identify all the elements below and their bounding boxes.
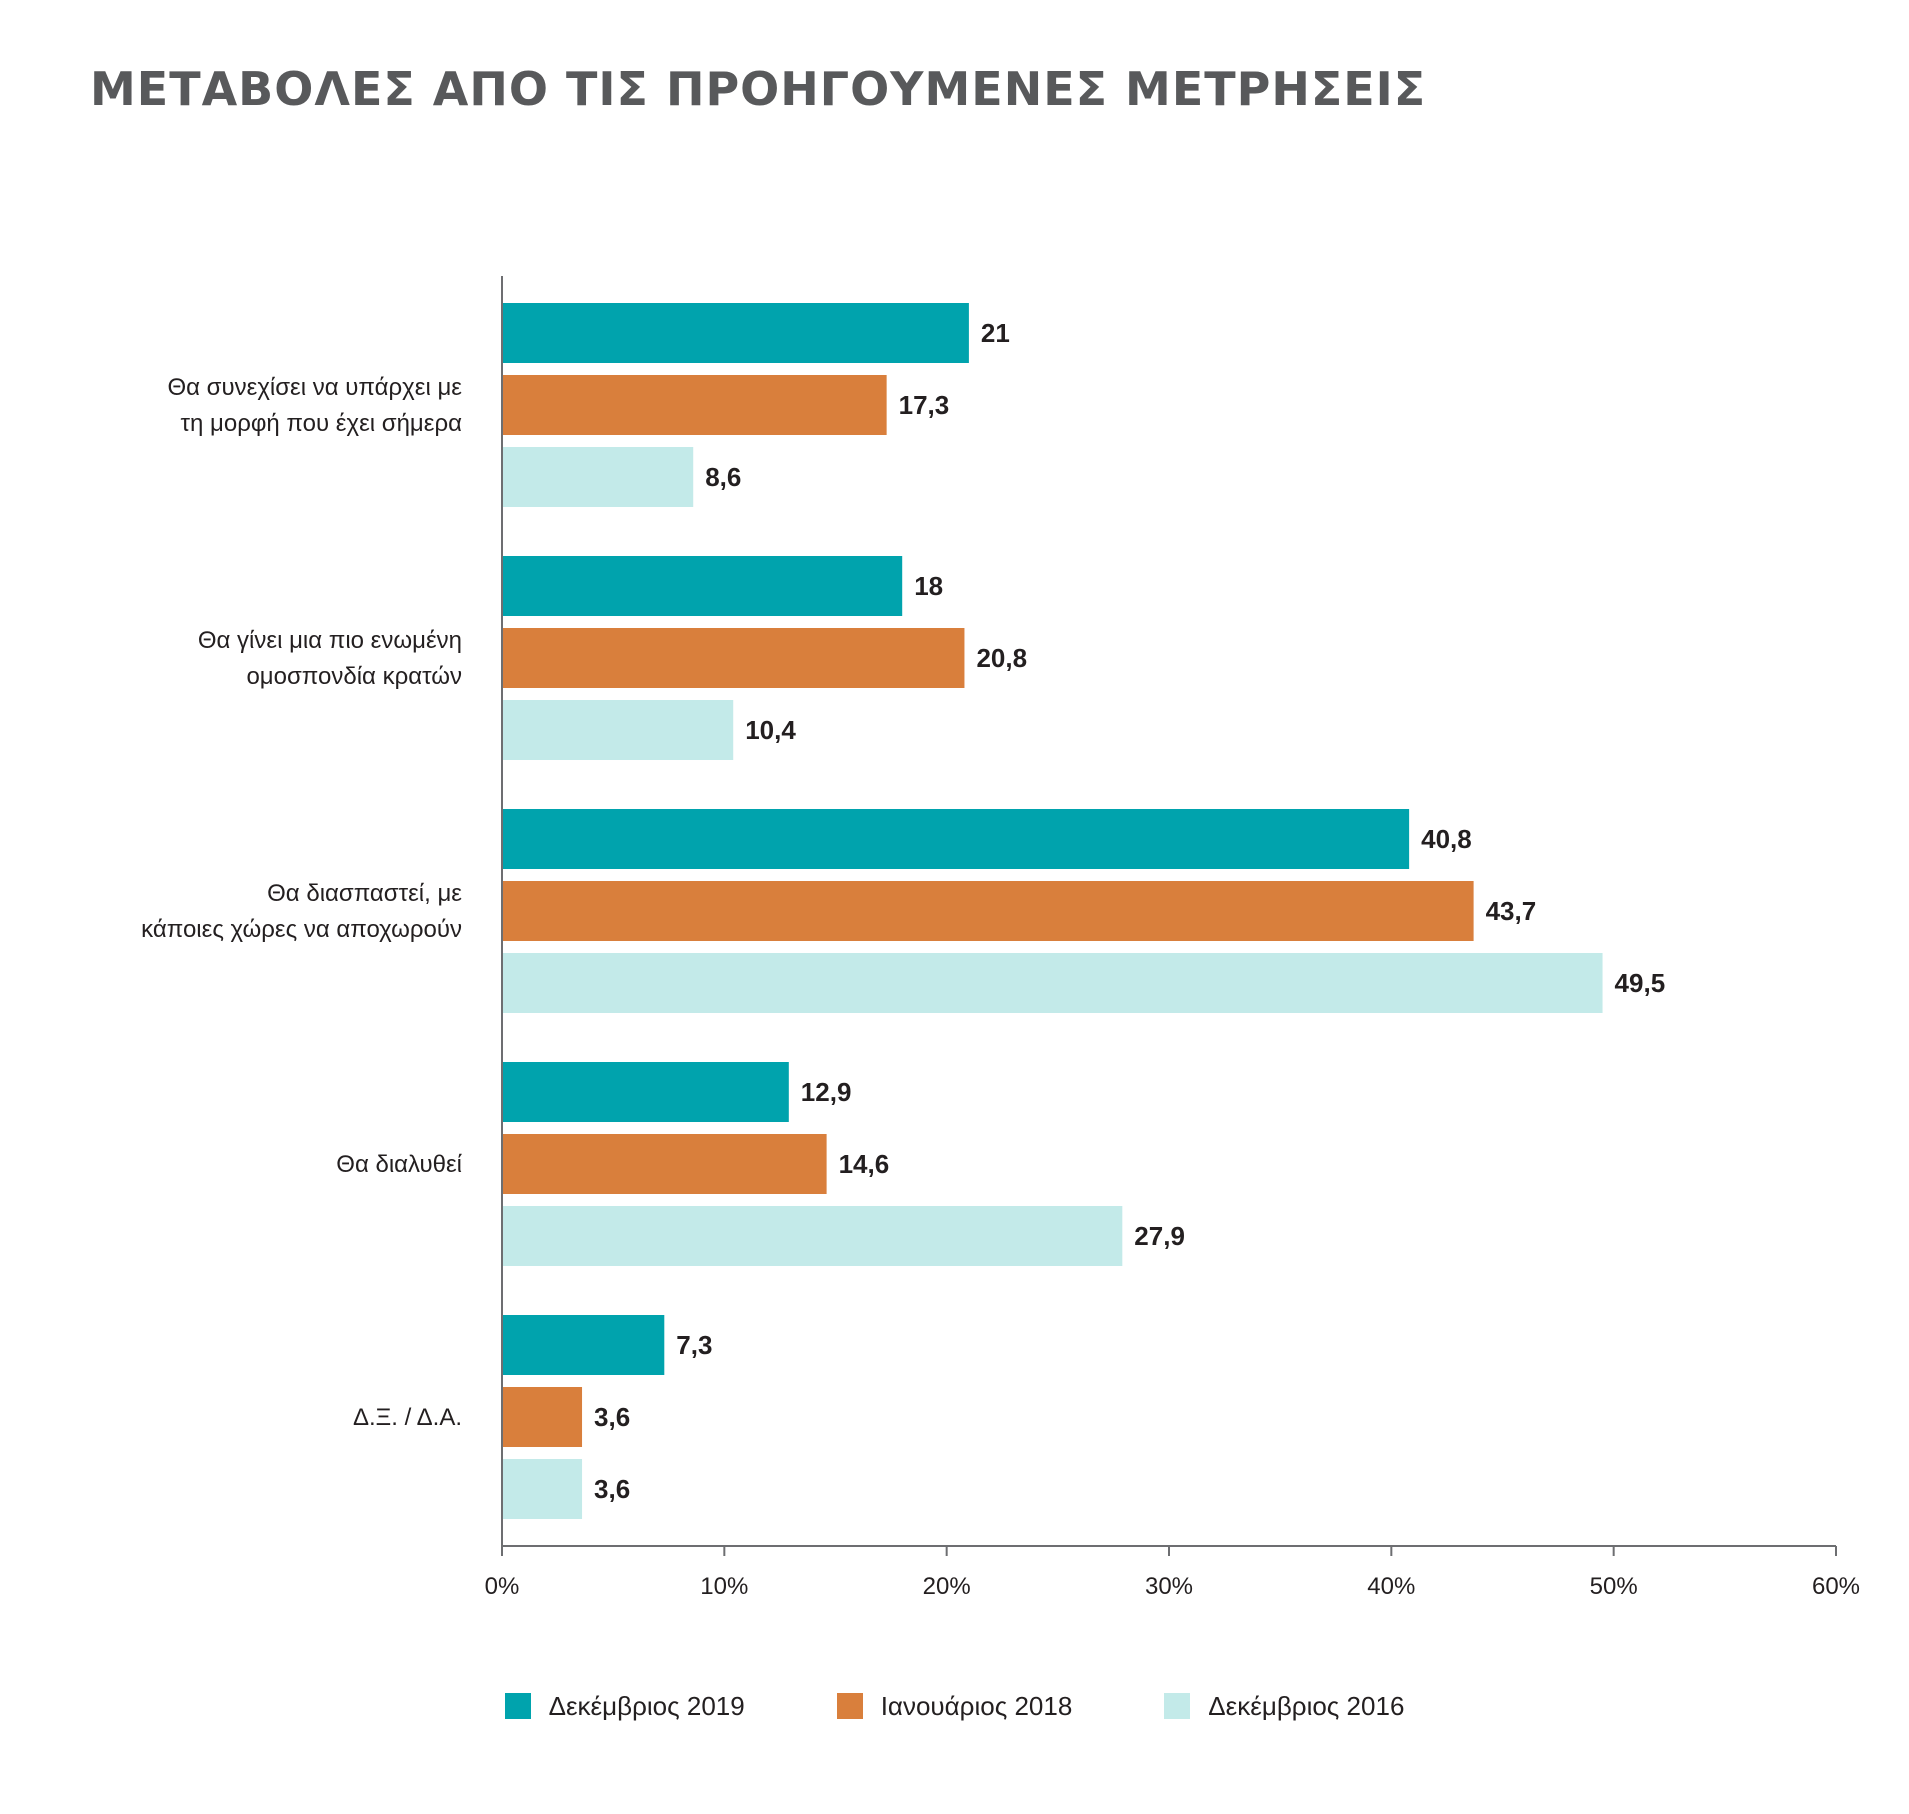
legend-label-dec-2019: Δεκέμβριος 2019 — [548, 1690, 745, 1721]
category-label-4: Θα διαλυθεί — [336, 1151, 462, 1178]
bar-jan-2018-cat-5 — [502, 1387, 583, 1447]
bar-dec-2019-cat-4 — [502, 1062, 789, 1122]
bar-jan-2018-cat-2 — [502, 628, 965, 688]
bar-dec-2016-cat-2 — [502, 700, 734, 760]
bar-dec-2016-cat-4 — [502, 1206, 1123, 1266]
data-label-jan-2018-cat-5: 3,6 — [594, 1402, 630, 1432]
data-label-dec-2016-cat-4: 27,9 — [1134, 1221, 1185, 1251]
legend-item-jan-2018: Ιανουάριος 2018 — [836, 1686, 1073, 1726]
legend-label-jan-2018: Ιανουάριος 2018 — [880, 1690, 1073, 1721]
bar-jan-2018-cat-1 — [502, 375, 887, 435]
data-label-dec-2019-cat-2: 18 — [914, 571, 943, 601]
category-label-2-line-1: Θα γίνει μια πιο ενωμένη — [198, 627, 462, 654]
legend-item-dec-2019: Δεκέμβριος 2019 — [504, 1686, 745, 1726]
x-tick-label-40: 40% — [1367, 1573, 1415, 1600]
chart-title: ΜΕΤΑΒΟΛΕΣ ΑΠΟ ΤΙΣ ΠΡΟΗΓΟΥΜΕΝΕΣ ΜΕΤΡΗΣΕΙΣ — [90, 62, 1427, 116]
data-label-jan-2018-cat-2: 20,8 — [976, 643, 1027, 673]
data-label-jan-2018-cat-4: 14,6 — [839, 1149, 890, 1179]
bar-jan-2018-cat-3 — [502, 881, 1474, 941]
x-tick-label-10: 10% — [700, 1573, 748, 1600]
x-tick-label-50: 50% — [1590, 1573, 1638, 1600]
data-label-dec-2016-cat-2: 10,4 — [745, 715, 796, 745]
data-label-jan-2018-cat-1: 17,3 — [899, 390, 950, 420]
category-label-1-line-1: Θα συνεχίσει να υπάρχει με — [167, 374, 462, 401]
data-label-jan-2018-cat-3: 43,7 — [1486, 896, 1537, 926]
data-label-dec-2019-cat-4: 12,9 — [801, 1077, 852, 1107]
x-tick-label-60: 60% — [1812, 1573, 1860, 1600]
data-label-dec-2019-cat-1: 21 — [981, 318, 1010, 348]
data-label-dec-2016-cat-3: 49,5 — [1615, 968, 1666, 998]
data-label-dec-2016-cat-5: 3,6 — [594, 1474, 630, 1504]
category-label-2-line-2: ομοσπονδία κρατών — [246, 663, 462, 690]
legend-swatch-jan-2018 — [836, 1693, 863, 1719]
category-label-3-line-2: κάποιες χώρες να αποχωρούν — [141, 916, 462, 943]
data-label-dec-2019-cat-5: 7,3 — [676, 1330, 712, 1360]
category-label-5: Δ.Ξ. / Δ.Α. — [353, 1404, 462, 1431]
bar-dec-2019-cat-5 — [502, 1315, 665, 1375]
bar-dec-2016-cat-3 — [502, 953, 1603, 1013]
chart-legend: Δεκέμβριος 2019 Ιανουάριος 2018 Δεκέμβρι… — [0, 1686, 1909, 1726]
x-tick-label-30: 30% — [1145, 1573, 1193, 1600]
bar-dec-2016-cat-5 — [502, 1459, 583, 1519]
category-label-3-line-1: Θα διασπαστεί, με — [267, 880, 462, 907]
legend-label-dec-2016: Δεκέμβριος 2016 — [1208, 1690, 1405, 1721]
x-tick-label-20: 20% — [923, 1573, 971, 1600]
bar-chart: 21 17,3 8,6 Θα συνεχίσει να υπάρχει με τη μο… — [141, 276, 1860, 1600]
legend-item-dec-2016: Δεκέμβριος 2016 — [1164, 1686, 1404, 1726]
x-tick-label-0: 0% — [485, 1573, 520, 1600]
bar-dec-2019-cat-2 — [502, 556, 903, 616]
bar-dec-2019-cat-1 — [502, 303, 969, 363]
data-label-dec-2019-cat-3: 40,8 — [1421, 824, 1472, 854]
data-label-dec-2016-cat-1: 8,6 — [705, 462, 741, 492]
bar-jan-2018-cat-4 — [502, 1134, 827, 1194]
category-label-1-line-2: τη μορφή που έχει σήμερα — [181, 410, 463, 437]
legend-swatch-dec-2016 — [1164, 1693, 1191, 1719]
bar-dec-2019-cat-3 — [502, 809, 1410, 869]
bar-dec-2016-cat-1 — [502, 447, 694, 507]
legend-swatch-dec-2019 — [504, 1693, 531, 1719]
